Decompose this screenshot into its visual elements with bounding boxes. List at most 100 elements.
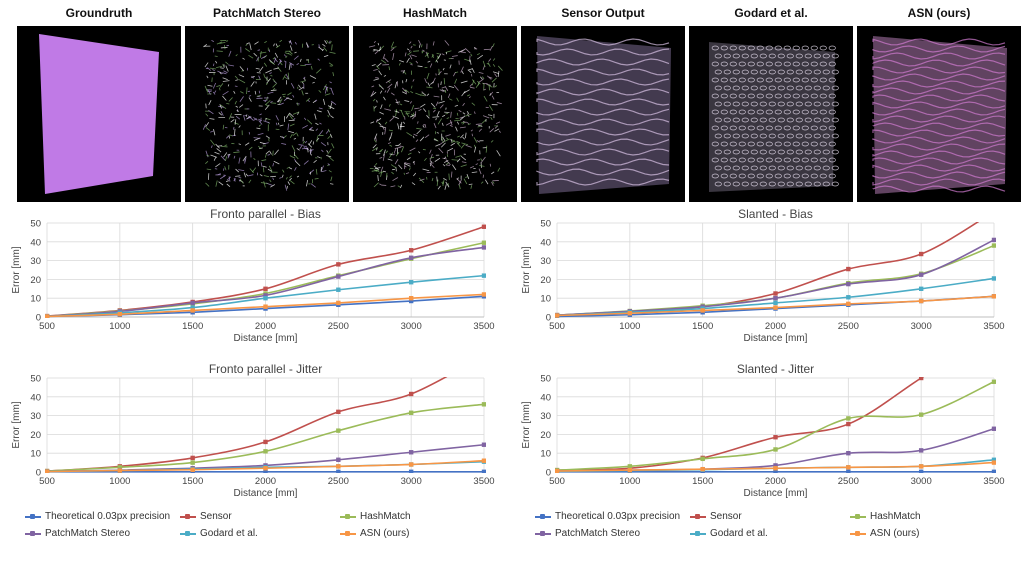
- y-tick-label: 0: [36, 313, 41, 324]
- legend-item-patchmatch: PatchMatch Stereo: [25, 528, 130, 539]
- data-point-hashmatch: [846, 416, 851, 421]
- legend-label: Godard et al.: [200, 528, 258, 539]
- data-point-hashmatch: [190, 460, 195, 465]
- data-point-godard: [408, 280, 414, 285]
- data-point-theoretical: [336, 469, 341, 473]
- y-tick-label: 50: [30, 374, 41, 385]
- data-point-sensor: [846, 266, 851, 272]
- legend-label: ASN (ours): [360, 528, 410, 539]
- y-axis-label: Error [mm]: [521, 401, 532, 448]
- data-point-theoretical: [481, 469, 486, 473]
- data-point-patchmatch: [408, 255, 414, 260]
- y-tick-label: 30: [30, 411, 41, 422]
- legend-swatch: [25, 530, 41, 536]
- data-point-sensor: [918, 377, 924, 381]
- x-tick-label: 2500: [328, 476, 349, 487]
- legend-swatch: [25, 513, 41, 519]
- data-point-sensor: [773, 435, 778, 440]
- data-point-asn: [481, 458, 486, 463]
- x-tick-label: 1000: [109, 476, 130, 487]
- legend-label: Theoretical 0.03px precision: [555, 511, 681, 522]
- legend-label: Sensor: [200, 511, 232, 522]
- legend-item-godard: Godard et al.: [690, 528, 768, 539]
- chart-title: Slanted - Jitter: [737, 362, 814, 376]
- data-point-asn: [627, 311, 633, 316]
- data-point-asn: [773, 466, 778, 471]
- y-tick-label: 0: [546, 468, 551, 479]
- y-tick-label: 10: [540, 449, 551, 460]
- data-point-sensor: [190, 455, 195, 461]
- x-tick-label: 1000: [619, 476, 640, 487]
- x-tick-label: 2500: [328, 321, 349, 332]
- panel-title: Groundruth: [65, 6, 133, 20]
- data-point-theoretical: [408, 469, 414, 473]
- legend-item-hashmatch: HashMatch: [340, 511, 411, 522]
- x-tick-label: 2000: [255, 476, 276, 487]
- y-tick-label: 0: [546, 313, 551, 324]
- data-point-asn: [700, 466, 705, 472]
- data-point-asn: [408, 462, 414, 467]
- x-axis-label: Distance [mm]: [744, 488, 808, 499]
- data-point-asn: [117, 311, 123, 317]
- data-point-asn: [918, 464, 924, 469]
- data-point-godard: [918, 286, 924, 291]
- legend-label: ASN (ours): [870, 528, 920, 539]
- legend-swatch: [850, 513, 866, 519]
- data-point-asn: [263, 304, 268, 309]
- data-point-sensor: [263, 286, 268, 291]
- data-point-hashmatch: [918, 412, 924, 417]
- legend-item-sensor: Sensor: [180, 511, 232, 522]
- y-tick-label: 10: [30, 294, 41, 305]
- data-point-asn: [45, 469, 50, 473]
- chart-title: Fronto parallel - Bias: [210, 207, 321, 221]
- y-tick-label: 30: [30, 256, 41, 267]
- legend-swatch: [690, 513, 706, 519]
- data-point-asn: [846, 301, 851, 307]
- panel-image: [17, 26, 181, 202]
- data-point-patchmatch: [991, 237, 996, 243]
- x-tick-label: 2500: [838, 321, 859, 332]
- x-tick-label: 2000: [765, 321, 786, 332]
- data-point-hashmatch: [773, 447, 778, 452]
- data-point-asn: [627, 467, 633, 473]
- y-tick-label: 50: [540, 374, 551, 385]
- data-point-patchmatch: [336, 457, 341, 462]
- y-tick-label: 40: [540, 237, 551, 248]
- data-point-patchmatch: [773, 463, 778, 468]
- data-point-hashmatch: [408, 410, 414, 415]
- legend-item-hashmatch: HashMatch: [850, 511, 921, 522]
- data-point-godard: [846, 295, 851, 300]
- legend-swatch: [180, 530, 196, 536]
- chart-title: Slanted - Bias: [738, 207, 813, 221]
- data-point-asn: [190, 467, 195, 472]
- y-tick-label: 30: [540, 256, 551, 267]
- data-point-sensor: [992, 210, 996, 214]
- data-point-hashmatch: [627, 464, 633, 469]
- legend-swatch: [850, 530, 866, 536]
- chart-title: Fronto parallel - Jitter: [209, 362, 322, 376]
- x-tick-label: 1000: [619, 321, 640, 332]
- x-tick-label: 1500: [182, 321, 203, 332]
- data-point-asn: [117, 468, 123, 473]
- x-tick-label: 1500: [692, 476, 713, 487]
- x-tick-label: 500: [39, 476, 55, 487]
- data-point-godard: [481, 273, 486, 278]
- legend-label: PatchMatch Stereo: [45, 528, 131, 539]
- x-tick-label: 2500: [838, 476, 859, 487]
- y-tick-label: 50: [540, 219, 551, 230]
- x-tick-label: 3000: [911, 321, 932, 332]
- data-point-theoretical: [918, 469, 924, 473]
- data-point-sensor: [336, 262, 341, 267]
- chart-0: Fronto parallel - Bias 0 10 20 30 40 50 500 1000…: [11, 207, 495, 344]
- x-tick-label: 3500: [983, 476, 1004, 487]
- panel-image: [689, 26, 853, 202]
- y-axis-label: Error [mm]: [11, 401, 22, 448]
- data-point-hashmatch: [991, 379, 996, 384]
- x-tick-label: 3500: [983, 321, 1004, 332]
- panel-title: HashMatch: [402, 6, 467, 20]
- data-point-theoretical: [991, 469, 996, 473]
- data-point-theoretical: [773, 469, 778, 473]
- data-point-asn: [408, 296, 414, 301]
- data-point-godard: [773, 300, 778, 306]
